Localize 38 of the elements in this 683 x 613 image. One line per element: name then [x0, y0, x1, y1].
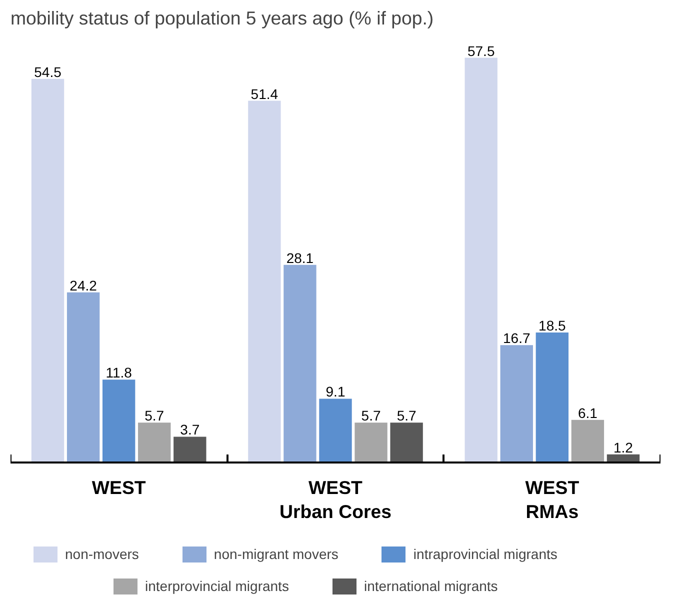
data-label: 3.7: [180, 422, 200, 438]
bar: [500, 345, 533, 463]
bar: [319, 398, 352, 463]
data-label: 54.5: [34, 64, 62, 80]
legend-label: interprovincial migrants: [145, 578, 289, 594]
legend-label: non-migrant movers: [214, 546, 338, 562]
data-label: 5.7: [144, 408, 164, 424]
bar: [464, 58, 498, 463]
bar: [138, 422, 171, 463]
bar: [248, 100, 281, 463]
data-label: 6.1: [578, 404, 598, 421]
data-label: 16.7: [503, 330, 530, 346]
bar: [354, 422, 388, 463]
x-tick-label: WEST Urban Cores: [280, 476, 392, 522]
bar: [31, 78, 64, 463]
bar: [102, 380, 136, 463]
bar: [390, 422, 423, 463]
data-label: 57.5: [467, 42, 495, 59]
legend-label: non-movers: [65, 546, 139, 562]
data-label: 51.4: [250, 86, 278, 102]
legend-label: international migrants: [364, 578, 498, 594]
data-label: 11.8: [106, 364, 132, 381]
bar: [284, 264, 316, 463]
legend-label: intraprovincial migrants: [413, 546, 558, 562]
data-label: 5.7: [396, 408, 417, 424]
data-label: 9.1: [326, 384, 346, 400]
data-label: 24.2: [70, 277, 98, 294]
bar: [571, 420, 604, 463]
data-label: 5.7: [361, 408, 381, 424]
chart-title: mobility status of population 5 years ago (% if pop.): [10, 8, 434, 28]
data-label: 1.2: [614, 439, 634, 456]
data-label: 28.1: [286, 250, 314, 266]
bar: [174, 436, 206, 463]
data-label: 18.5: [538, 317, 566, 334]
x-tick-label: WEST: [92, 476, 146, 498]
bar: [66, 292, 100, 463]
x-tick-label: WEST RMAs: [525, 476, 580, 522]
bar: [536, 332, 569, 463]
